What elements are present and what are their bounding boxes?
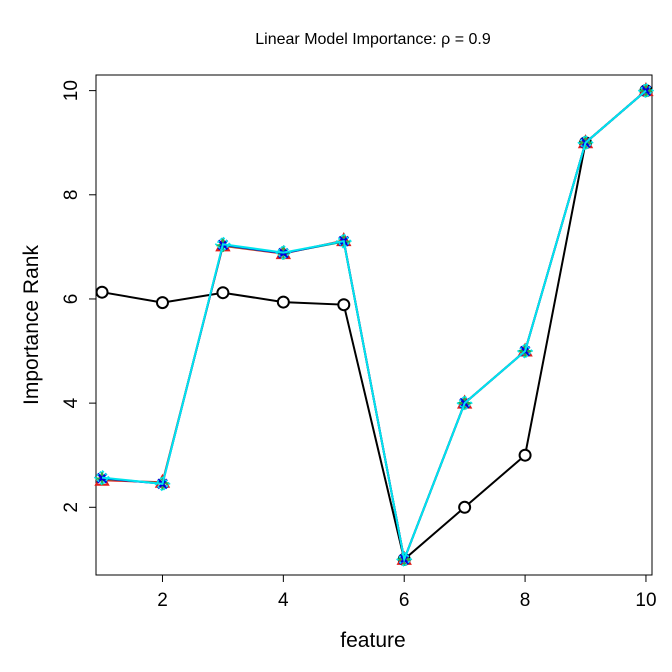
chart-title: Linear Model Importance: ρ = 0.9 (255, 31, 491, 48)
data-point (275, 244, 292, 261)
series-blue-x (96, 85, 652, 565)
data-point (637, 82, 655, 99)
series-line-red-triangles (102, 89, 647, 564)
x-tick-label: 10 (635, 590, 656, 611)
series-cyan-diamond (93, 82, 655, 568)
y-axis-label: Importance Rank (20, 245, 43, 405)
series-red-triangles (94, 82, 654, 565)
data-point (396, 551, 413, 568)
data-point (456, 394, 473, 412)
data-point (516, 342, 534, 360)
data-point (155, 296, 169, 310)
data-point (95, 285, 109, 299)
data-point (335, 233, 352, 250)
data-point (214, 236, 232, 253)
series-layer (93, 82, 655, 568)
series-line-cyan-diamond (101, 89, 647, 563)
series-green-plus (95, 84, 653, 566)
y-tick-label: 8 (61, 190, 82, 201)
x-tick-label: 4 (278, 590, 289, 611)
data-point (458, 500, 472, 514)
data-point (216, 286, 230, 300)
x-axis-label: feature (340, 629, 405, 652)
y-tick-label: 6 (61, 294, 82, 305)
x-tick-label: 2 (157, 590, 168, 611)
data-point (276, 295, 290, 309)
x-tick-label: 6 (399, 590, 410, 611)
data-point (577, 134, 594, 151)
y-tick-label: 2 (61, 502, 82, 513)
series-black-circles (95, 84, 653, 566)
y-tick-label: 4 (61, 397, 82, 408)
y-axis: 2 4 6 8 10 (61, 80, 96, 513)
data-point (518, 448, 532, 462)
y-tick-label: 10 (61, 80, 82, 101)
data-point (154, 475, 171, 492)
series-line-green-plus (101, 89, 647, 563)
plot-frame (95, 74, 653, 576)
x-axis: 2 4 6 8 10 (157, 575, 657, 611)
data-point (93, 469, 111, 486)
data-point (337, 298, 351, 312)
series-line-black-circles (101, 89, 647, 562)
series-line-blue-x (101, 89, 647, 563)
x-tick-label: 8 (520, 590, 531, 611)
